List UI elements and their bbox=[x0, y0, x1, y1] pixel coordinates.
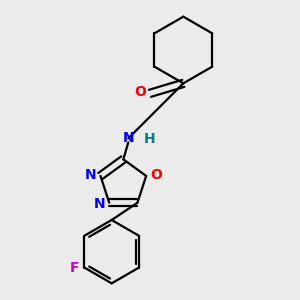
Text: H: H bbox=[144, 132, 156, 146]
Text: O: O bbox=[150, 168, 162, 182]
Text: N: N bbox=[122, 131, 134, 145]
Text: F: F bbox=[70, 260, 80, 274]
Text: N: N bbox=[85, 168, 96, 182]
Text: N: N bbox=[93, 197, 105, 211]
Text: O: O bbox=[135, 85, 147, 99]
